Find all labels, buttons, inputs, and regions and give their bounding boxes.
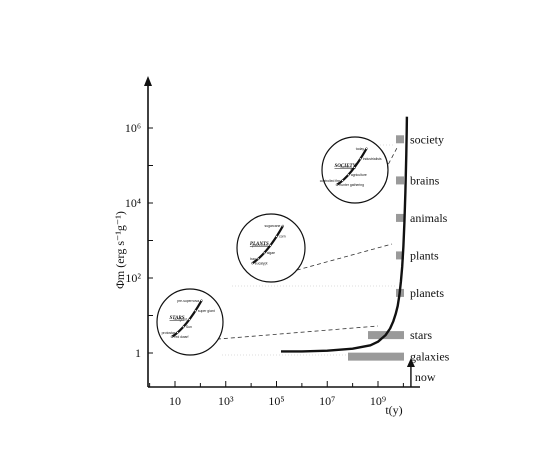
annotation-label: planets <box>410 286 444 300</box>
inset-title: PLANTS <box>250 242 269 247</box>
inset-point <box>281 224 284 227</box>
inset-label: Sun <box>186 325 192 329</box>
inset-point <box>269 244 272 247</box>
inset-society: today industrialists farming agriculture con… <box>320 136 389 204</box>
y-tick-label: 10⁴ <box>125 196 141 210</box>
inset-label: agriculture <box>351 173 367 177</box>
callout-stars <box>181 325 379 343</box>
inset-circle <box>321 136 389 204</box>
annotation-bands: society brains animals plants planets stars ga… <box>348 132 450 364</box>
now-marker-arrow <box>406 358 415 367</box>
inset-curve <box>336 148 368 186</box>
band-brains <box>396 176 404 185</box>
x-tick-label: 10⁹ <box>370 394 386 408</box>
inset-label: sugarcane <box>265 224 281 228</box>
inset-point <box>263 251 266 254</box>
inset-point <box>251 262 254 265</box>
inset-point <box>176 331 179 334</box>
y-tick-label: 10² <box>125 271 141 285</box>
band-society <box>396 135 404 144</box>
x-tick-label: 10³ <box>218 394 234 408</box>
annotation-label: stars <box>410 328 432 342</box>
inset-point <box>275 235 278 238</box>
band-animals <box>396 213 404 222</box>
inset-circle <box>236 213 306 283</box>
x-tick-label: 10 <box>169 394 181 408</box>
inset-point <box>341 179 344 182</box>
inset-label: corn <box>279 235 286 239</box>
inset-point <box>335 183 338 186</box>
annotation-label: galaxies <box>410 350 450 364</box>
x-tick-label: 10⁵ <box>268 394 284 408</box>
inset-point <box>200 299 203 302</box>
inset-stars: pre-supernova super giant red giant Sun prot… <box>156 288 224 356</box>
y-axis-arrow <box>144 76 152 86</box>
inset-point <box>194 309 197 312</box>
inset-label: industrialists <box>363 157 382 161</box>
inset-point <box>353 166 356 169</box>
inset-circle <box>156 288 224 356</box>
annotation-label: society <box>410 132 444 146</box>
band-galaxies <box>348 352 404 361</box>
inset-point <box>359 157 362 160</box>
inset-label: pre-supernova <box>177 299 199 303</box>
inset-title: SOCIETY <box>335 164 357 169</box>
inset-label: protostar <box>162 331 176 335</box>
x-axis-label: t(y) <box>385 403 402 417</box>
inset-title: STARS <box>170 316 185 321</box>
complexity-curve <box>281 116 409 353</box>
inset-point <box>182 325 185 328</box>
y-axis-label: Φm (erg s⁻¹g⁻¹) <box>113 211 127 289</box>
now-label: now <box>415 370 436 384</box>
inset-label: red giant <box>174 318 187 322</box>
inset-label: hunter gathering <box>339 183 364 187</box>
inset-curve <box>171 300 203 338</box>
inset-label: bay <box>250 257 256 261</box>
x-tick-label: 10⁷ <box>319 394 335 408</box>
insets-layer: pre-supernova super giant red giant Sun prot… <box>156 136 389 356</box>
inset-point <box>170 335 173 338</box>
annotation-label: plants <box>410 248 439 262</box>
inset-label: eucalypt <box>255 262 268 266</box>
inset-label: red dwarf <box>174 335 188 339</box>
inset-curve <box>251 225 284 265</box>
annotation-label: brains <box>410 173 440 187</box>
annotation-label: animals <box>410 211 448 225</box>
inset-point <box>257 257 260 260</box>
series-layer <box>281 116 409 353</box>
inset-label: algae <box>267 251 275 255</box>
inset-label: phenomen <box>252 244 268 248</box>
inset-label: farming <box>341 166 352 170</box>
inset-point <box>347 173 350 176</box>
inset-point <box>188 318 191 321</box>
inset-label: super giant <box>198 309 215 313</box>
axes: 10 10³ 10⁵ 10⁷ 10⁹ 1 10² 10⁴ 10⁶ t(y) Φm (erg s⁻¹g… <box>113 76 436 417</box>
inset-point <box>365 147 368 150</box>
callout-plants <box>289 243 393 273</box>
band-plants <box>396 251 404 260</box>
inset-label: today <box>356 147 365 151</box>
y-tick-label: 10⁶ <box>125 121 141 135</box>
inset-label: controlled fire <box>320 179 340 183</box>
y-tick-label: 1 <box>135 346 141 360</box>
